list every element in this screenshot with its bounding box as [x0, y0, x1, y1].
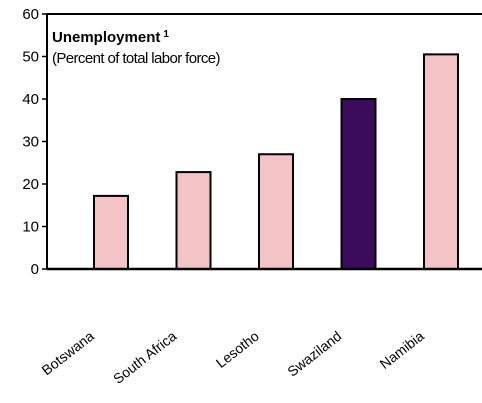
x-axis-labels: Botswana South Africa Lesotho Swaziland Nami… [39, 328, 427, 387]
chart-title-text: Unemployment [52, 29, 160, 46]
y-tick-label: 0 [31, 261, 39, 278]
y-tick-label: 40 [22, 91, 39, 108]
axes [46, 13, 482, 271]
x-category-label: South Africa [110, 328, 180, 387]
bars [93, 53, 459, 271]
y-tick-label: 20 [22, 176, 39, 193]
chart-title-superscript: 1 [163, 29, 169, 40]
bar-botswana [93, 194, 129, 270]
y-axis-ticks: 0 10 20 30 40 50 60 [22, 6, 47, 278]
x-category-label: Namibia [377, 328, 427, 372]
x-category-label: Lesotho [213, 328, 262, 371]
bar-south-africa [175, 171, 212, 271]
bar-swaziland [340, 98, 377, 270]
x-category-label: Swaziland [284, 328, 344, 380]
bar-lesotho [258, 153, 294, 270]
chart-title: Unemployment 1 [52, 29, 169, 46]
y-tick-label: 30 [22, 134, 39, 151]
y-tick-label: 60 [22, 6, 39, 23]
title-block: Unemployment 1 (Percent of total labor fo… [52, 29, 221, 67]
y-tick-label: 50 [22, 49, 39, 66]
y-tick-label: 10 [22, 219, 39, 236]
chart-subtitle: (Percent of total labor force) [52, 50, 221, 67]
bar-namibia [423, 53, 459, 270]
x-category-label: Botswana [39, 328, 97, 379]
